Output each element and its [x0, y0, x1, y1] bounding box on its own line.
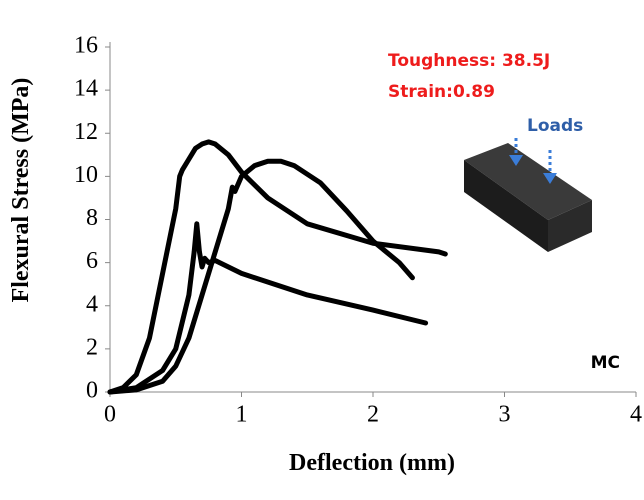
panel-label: MC — [591, 353, 620, 373]
annotation: Strain:0.89 — [388, 82, 495, 102]
block-icon — [464, 138, 592, 252]
y-axis-label: Flexural Stress (MPa) — [8, 78, 34, 303]
y-tick-label: 4 — [86, 291, 98, 317]
chart: Deflection (mm) Flexural Stress (MPa) 0 2… — [0, 0, 644, 500]
x-tick-label: 0 — [104, 402, 116, 428]
load-label: Loads — [527, 116, 583, 136]
y-tick-label: 10 — [74, 162, 98, 188]
x-tick-label: 1 — [236, 402, 248, 428]
y-tick-label: 12 — [74, 119, 98, 145]
x-tick-label: 3 — [499, 402, 511, 428]
y-tick-label: 6 — [86, 248, 98, 274]
y-tick-label: 14 — [74, 76, 98, 102]
x-tick-label: 4 — [630, 402, 642, 428]
y-tick-label: 16 — [74, 33, 98, 59]
annotation: Toughness: 38.5J — [388, 51, 550, 71]
data-line — [110, 142, 445, 392]
x-tick-label: 2 — [367, 402, 379, 428]
y-tick-label: 2 — [86, 334, 98, 360]
y-tick-label: 0 — [86, 378, 98, 404]
data-line — [110, 161, 412, 392]
y-tick-label: 8 — [86, 205, 98, 231]
x-axis-label: Deflection (mm) — [289, 450, 455, 476]
